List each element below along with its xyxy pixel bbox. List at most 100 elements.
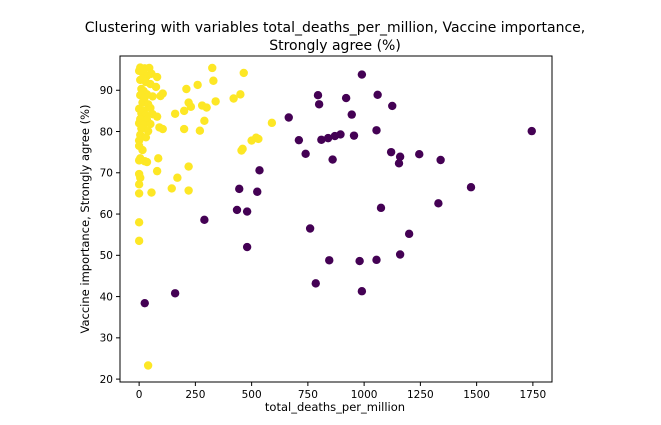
scatter-point-cluster-1 (142, 157, 152, 167)
scatter-point-cluster-0 (349, 131, 359, 140)
scatter-point-cluster-1 (147, 188, 156, 197)
x-tick-label: 1250 (407, 389, 434, 401)
scatter-point-cluster-0 (253, 187, 262, 196)
scatter-point-cluster-1 (184, 186, 193, 195)
y-tick-label: 20 (100, 374, 113, 386)
scatter-point-cluster-0 (313, 91, 323, 100)
scatter-point-cluster-0 (140, 298, 149, 308)
scatter-point-cluster-0 (255, 166, 264, 175)
x-tick-label: 500 (242, 389, 262, 401)
scatter-point-cluster-1 (182, 84, 191, 94)
scatter-point-cluster-0 (376, 203, 386, 213)
scatter-point-cluster-0 (317, 135, 326, 144)
scatter-point-cluster-0 (357, 70, 367, 79)
x-tick-label: 1750 (520, 389, 547, 401)
scatter-point-cluster-1 (146, 119, 155, 129)
scatter-point-cluster-0 (314, 100, 324, 109)
scatter-point-cluster-1 (152, 72, 162, 82)
scatter-point-cluster-1 (173, 173, 182, 182)
scatter-point-cluster-1 (158, 89, 167, 98)
scatter-point-cluster-0 (434, 199, 443, 208)
scatter-point-cluster-0 (305, 224, 315, 233)
scatter-point-cluster-0 (170, 289, 180, 298)
x-axis-label: total_deaths_per_million (265, 400, 405, 414)
scatter-point-cluster-0 (357, 287, 367, 296)
scatter-point-cluster-1 (202, 103, 211, 112)
y-axis-ticks: 20 30 40 50 60 70 80 90 (100, 85, 120, 386)
scatter-point-cluster-1 (184, 162, 193, 171)
scatter-point-cluster-1 (229, 94, 238, 103)
scatter-point-cluster-0 (294, 135, 304, 145)
y-axis-label: Vaccine importance, Strongly agree (%) (78, 105, 92, 334)
scatter-point-cluster-1 (170, 109, 180, 118)
scatter-point-cluster-0 (527, 126, 536, 136)
scatter-point-cluster-1 (154, 154, 163, 163)
scatter-point-cluster-0 (395, 152, 405, 161)
scatter-point-cluster-0 (355, 256, 364, 266)
scatter-point-cluster-1 (137, 124, 146, 133)
scatter-point-cluster-1 (151, 82, 161, 92)
scatter-point-cluster-0 (372, 255, 381, 265)
scatter-point-cluster-1 (141, 133, 151, 142)
y-tick-label: 40 (100, 291, 113, 303)
scatter-point-cluster-0 (232, 205, 242, 215)
scatter-point-cluster-1 (148, 92, 157, 101)
scatter-point-cluster-1 (195, 126, 205, 135)
scatter-point-cluster-0 (347, 110, 356, 119)
scatter-point-cluster-1 (209, 76, 218, 85)
y-tick-label: 50 (100, 250, 113, 262)
x-tick-label: 250 (185, 389, 205, 401)
scatter-point-cluster-1 (152, 166, 162, 176)
scatter-point-cluster-0 (235, 184, 244, 194)
scatter-point-cluster-0 (388, 101, 397, 111)
scatter-point-cluster-1 (134, 218, 144, 227)
scatter-point-cluster-1 (167, 184, 176, 193)
plot-frame (119, 55, 553, 383)
x-tick-label: 750 (298, 389, 318, 401)
scatter-point-cluster-0 (325, 256, 334, 265)
data-points (134, 63, 536, 370)
scatter-point-cluster-0 (242, 207, 252, 216)
scatter-point-cluster-1 (239, 68, 248, 78)
scatter-point-cluster-0 (373, 90, 382, 99)
chart-title-line-2: Strongly agree (%) (269, 38, 401, 54)
scatter-point-cluster-0 (341, 93, 351, 103)
scatter-point-cluster-1 (136, 173, 145, 182)
scatter-point-cluster-0 (395, 250, 405, 259)
scatter-point-cluster-0 (436, 155, 445, 165)
scatter-point-cluster-1 (138, 145, 147, 155)
scatter-point-cluster-1 (237, 146, 246, 155)
scatter-point-cluster-0 (466, 183, 476, 192)
scatter-point-cluster-1 (254, 134, 263, 144)
scatter-point-cluster-1 (236, 90, 245, 99)
scatter-point-cluster-1 (186, 102, 196, 111)
chart-title-line-1: Clustering with variables total_deaths_p… (85, 20, 585, 36)
scatter-point-cluster-0 (415, 150, 424, 159)
scatter-point-cluster-0 (372, 126, 381, 135)
scatter-point-cluster-1 (200, 116, 209, 125)
scatter-point-cluster-1 (143, 361, 153, 370)
scatter-point-cluster-0 (386, 147, 396, 157)
scatter-point-cluster-1 (193, 80, 202, 90)
scatter-point-cluster-1 (208, 63, 217, 73)
scatter-point-cluster-0 (200, 215, 209, 225)
scatter-point-cluster-1 (179, 106, 189, 116)
x-tick-label: 1000 (351, 389, 378, 401)
y-tick-label: 70 (100, 168, 113, 180)
x-axis-ticks: 0 250 500 750 1000 1250 1500 1750 (136, 382, 546, 401)
scatter-point-cluster-0 (242, 242, 252, 252)
scatter-point-cluster-0 (394, 159, 404, 168)
y-tick-label: 80 (100, 126, 113, 138)
scatter-point-cluster-1 (158, 124, 167, 134)
scatter-point-cluster-0 (336, 130, 345, 139)
plot-area: 0 250 500 750 1000 1250 1500 1750 20 30 40 50 60 70 8… (100, 55, 553, 401)
scatter-point-cluster-0 (323, 133, 333, 143)
scatter-point-cluster-1 (134, 189, 144, 198)
scatter-point-cluster-0 (301, 149, 310, 158)
y-tick-label: 90 (100, 85, 113, 97)
scatter-point-cluster-1 (152, 112, 162, 121)
scatter-point-cluster-1 (179, 124, 189, 134)
scatter-point-cluster-1 (134, 236, 144, 246)
